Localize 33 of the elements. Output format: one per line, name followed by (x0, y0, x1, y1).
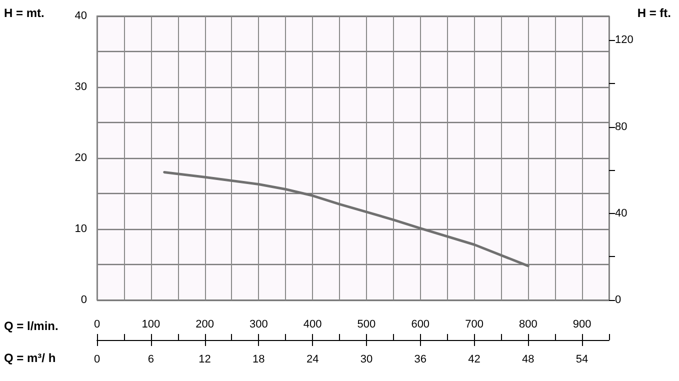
y-tick-label: 30 (74, 81, 87, 93)
x-tick-label: 700 (465, 318, 484, 330)
x2-tick-label: 24 (306, 354, 319, 366)
x-tick-label: 100 (142, 318, 160, 330)
x-tick-label: 900 (572, 318, 592, 330)
x2-axis-title: Q = m³/ h (4, 351, 56, 365)
y-tick-label: 0 (80, 294, 87, 306)
x2-tick-label: 18 (252, 354, 265, 366)
x2-tick-label: 12 (198, 354, 211, 366)
x-tick-label: 0 (94, 318, 100, 330)
x2-tick-label: 0 (94, 354, 100, 366)
y2-axis-title: H = ft. (637, 6, 672, 20)
x2-tick-label: 42 (468, 354, 480, 366)
x-tick-label: 200 (196, 318, 214, 330)
y2-tick-label: 80 (615, 120, 628, 133)
x2-tick-label: 6 (148, 354, 154, 366)
y2-tick-label: 0 (615, 294, 622, 306)
x2-tick-label: 48 (522, 354, 534, 366)
x-tick-label: 600 (411, 318, 430, 330)
x-axis-title: Q = l/min. (4, 319, 58, 333)
y2-tick-label: 120 (615, 34, 634, 46)
x-tick-label: 400 (303, 318, 322, 330)
y-tick-label: 10 (74, 223, 87, 235)
y-axis-title: H = mt. (4, 6, 44, 20)
x2-tick-label: 36 (414, 354, 426, 366)
x-tick-label: 800 (518, 318, 538, 330)
x2-tick-label: 54 (576, 354, 588, 366)
y-tick-label: 20 (74, 152, 87, 164)
x-tick-label: 300 (250, 318, 268, 330)
y2-tick-label: 40 (615, 207, 628, 220)
x2-tick-label: 30 (360, 354, 373, 366)
x-tick-label: 500 (357, 318, 376, 330)
y-tick-label: 40 (74, 10, 87, 22)
